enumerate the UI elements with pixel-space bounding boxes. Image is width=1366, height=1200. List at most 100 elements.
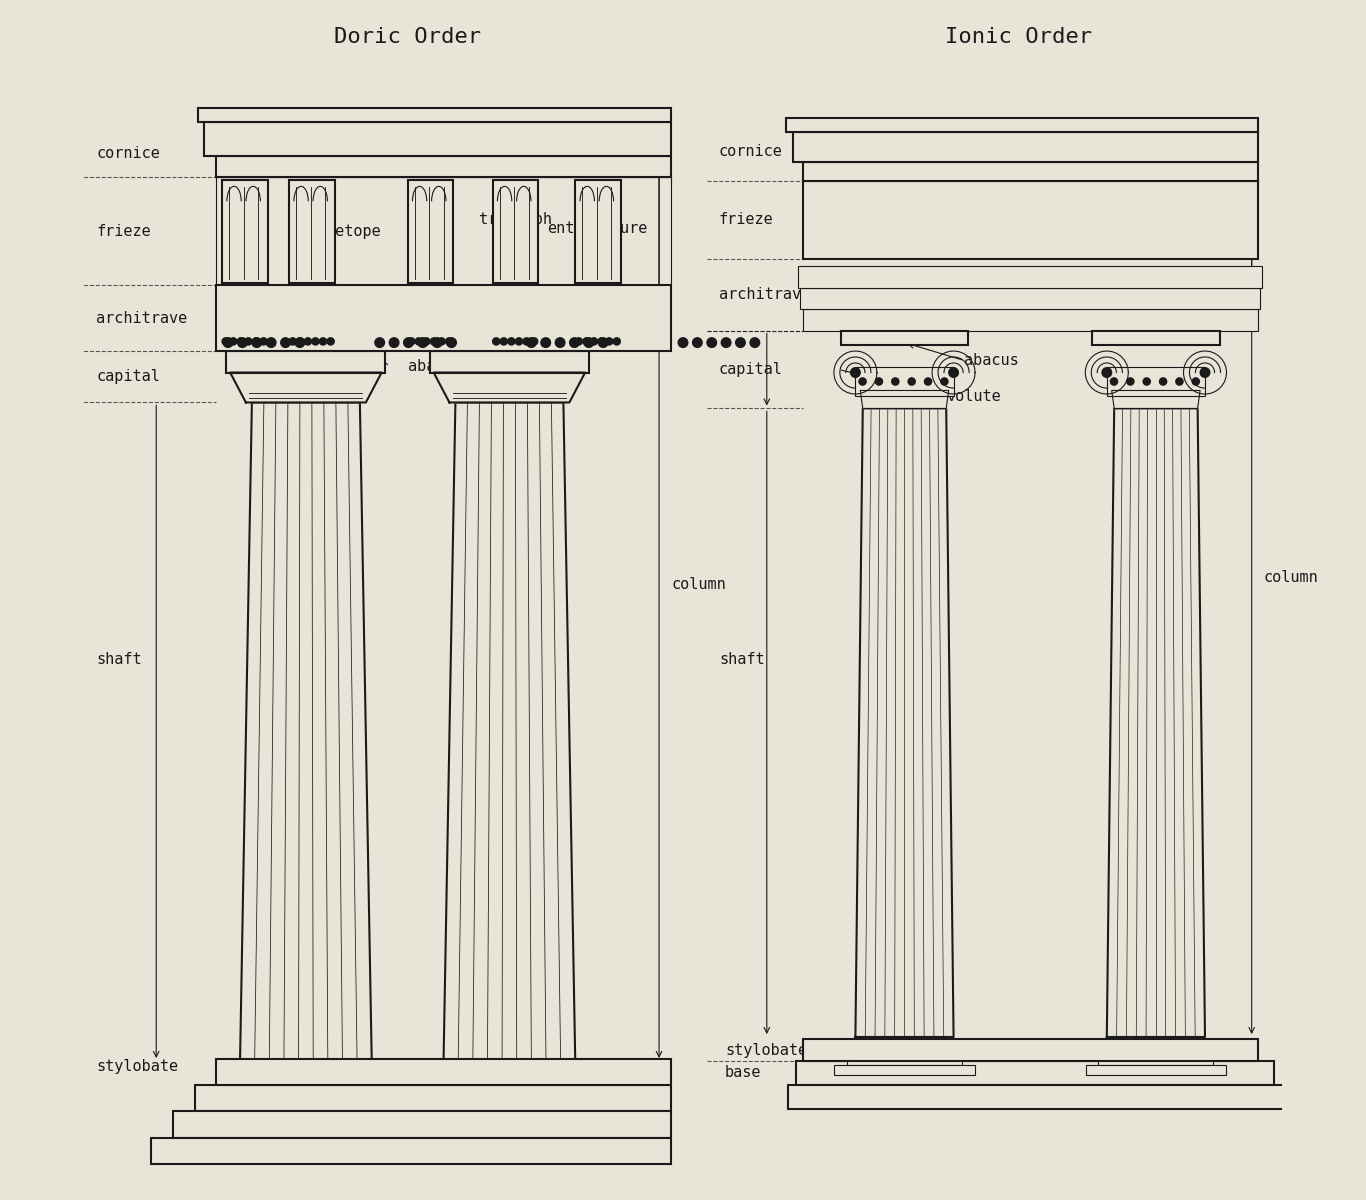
- Circle shape: [253, 338, 260, 344]
- Polygon shape: [855, 408, 953, 1037]
- FancyBboxPatch shape: [430, 350, 589, 372]
- Text: volute: volute: [947, 389, 1001, 404]
- FancyBboxPatch shape: [198, 108, 671, 122]
- Circle shape: [260, 338, 268, 344]
- Circle shape: [223, 338, 229, 344]
- Circle shape: [1102, 367, 1112, 377]
- Circle shape: [515, 338, 523, 344]
- FancyBboxPatch shape: [798, 266, 1262, 288]
- FancyBboxPatch shape: [194, 1085, 671, 1111]
- FancyBboxPatch shape: [803, 310, 1258, 331]
- Circle shape: [447, 338, 456, 347]
- Circle shape: [238, 338, 245, 344]
- Circle shape: [403, 338, 414, 347]
- Text: frieze: frieze: [97, 223, 152, 239]
- FancyBboxPatch shape: [840, 1044, 968, 1054]
- Circle shape: [1160, 378, 1167, 385]
- FancyBboxPatch shape: [800, 288, 1259, 310]
- Circle shape: [570, 338, 579, 347]
- Circle shape: [613, 338, 620, 344]
- Circle shape: [407, 338, 415, 344]
- Text: base: base: [725, 1066, 761, 1080]
- FancyBboxPatch shape: [1106, 366, 1205, 396]
- Text: column: column: [1264, 570, 1318, 584]
- FancyBboxPatch shape: [785, 118, 1258, 132]
- Circle shape: [583, 338, 590, 344]
- Text: shaft: shaft: [97, 653, 142, 667]
- FancyBboxPatch shape: [290, 180, 335, 283]
- FancyBboxPatch shape: [493, 180, 538, 283]
- Circle shape: [500, 338, 507, 344]
- Circle shape: [1111, 378, 1117, 385]
- Circle shape: [908, 378, 915, 385]
- Polygon shape: [444, 402, 575, 1061]
- Circle shape: [251, 338, 261, 347]
- Text: cornice: cornice: [97, 146, 160, 161]
- Circle shape: [1143, 378, 1150, 385]
- FancyBboxPatch shape: [575, 180, 620, 283]
- Text: capital: capital: [719, 362, 783, 377]
- Circle shape: [508, 338, 515, 344]
- Text: capital: capital: [97, 370, 160, 384]
- FancyBboxPatch shape: [223, 180, 268, 283]
- Text: entablature: entablature: [546, 221, 647, 235]
- Text: column: column: [671, 577, 725, 592]
- FancyBboxPatch shape: [216, 178, 671, 286]
- Circle shape: [530, 338, 538, 344]
- Circle shape: [575, 338, 582, 344]
- Circle shape: [876, 378, 882, 385]
- Polygon shape: [433, 372, 585, 402]
- Text: abacus: abacus: [407, 359, 462, 374]
- Circle shape: [590, 338, 597, 344]
- Circle shape: [925, 378, 932, 385]
- FancyBboxPatch shape: [835, 1064, 975, 1075]
- Circle shape: [1127, 378, 1134, 385]
- Text: frieze: frieze: [719, 212, 773, 227]
- FancyBboxPatch shape: [204, 122, 671, 156]
- Circle shape: [892, 378, 899, 385]
- Circle shape: [281, 338, 291, 347]
- Circle shape: [389, 338, 399, 347]
- Polygon shape: [1106, 408, 1205, 1037]
- FancyBboxPatch shape: [855, 366, 953, 396]
- FancyBboxPatch shape: [1098, 1057, 1213, 1064]
- Circle shape: [678, 338, 688, 347]
- Circle shape: [493, 338, 500, 344]
- Circle shape: [941, 378, 948, 385]
- Circle shape: [949, 367, 959, 377]
- FancyBboxPatch shape: [840, 331, 968, 344]
- FancyBboxPatch shape: [216, 156, 671, 178]
- Circle shape: [430, 338, 437, 344]
- Text: metope: metope: [326, 223, 381, 239]
- Circle shape: [229, 338, 236, 344]
- FancyBboxPatch shape: [407, 180, 454, 283]
- Text: abacus: abacus: [964, 353, 1019, 368]
- Circle shape: [418, 338, 428, 347]
- Circle shape: [296, 338, 303, 344]
- FancyBboxPatch shape: [152, 1138, 671, 1164]
- Circle shape: [523, 338, 530, 344]
- Circle shape: [374, 338, 384, 347]
- FancyBboxPatch shape: [173, 1111, 671, 1138]
- Circle shape: [598, 338, 608, 347]
- FancyBboxPatch shape: [788, 1085, 1291, 1109]
- FancyBboxPatch shape: [1091, 1044, 1220, 1054]
- Text: architrave: architrave: [97, 311, 187, 325]
- Circle shape: [245, 338, 251, 344]
- Circle shape: [556, 338, 566, 347]
- Text: architrave: architrave: [719, 287, 810, 302]
- Circle shape: [266, 338, 276, 347]
- FancyBboxPatch shape: [227, 350, 385, 372]
- FancyBboxPatch shape: [216, 286, 671, 350]
- FancyBboxPatch shape: [795, 1061, 1274, 1085]
- Circle shape: [750, 338, 759, 347]
- Text: cornice: cornice: [719, 144, 783, 158]
- Circle shape: [851, 367, 861, 377]
- Polygon shape: [1112, 390, 1201, 408]
- Circle shape: [1176, 378, 1183, 385]
- FancyBboxPatch shape: [847, 1057, 962, 1064]
- Circle shape: [541, 338, 550, 347]
- Circle shape: [598, 338, 605, 344]
- Circle shape: [223, 338, 232, 347]
- Circle shape: [721, 338, 731, 347]
